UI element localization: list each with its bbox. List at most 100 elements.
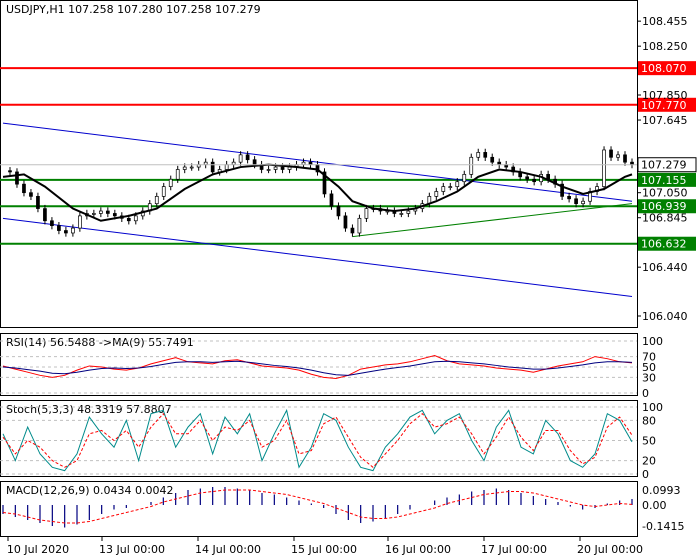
candle-body: [343, 215, 348, 229]
candle-body: [168, 178, 173, 187]
time-tick-label: 13 Jul 00:00: [99, 543, 165, 556]
indicator-tick-label: 50: [642, 361, 656, 374]
candle-body: [336, 205, 341, 217]
macd-panel-header: MACD(12,26,9) 0.0434 0.0042: [6, 484, 174, 497]
candle-body: [50, 220, 54, 227]
candle-body: [78, 215, 82, 229]
macd-tick-label: -0.1415: [642, 520, 684, 533]
price-tick-label: 107.050: [642, 187, 688, 200]
candle-body: [224, 164, 229, 170]
candle-body: [92, 213, 96, 215]
price-tick-label: 106.040: [642, 310, 688, 323]
candle-body: [15, 171, 19, 185]
candle-body: [455, 181, 460, 187]
candle-body: [126, 217, 131, 222]
candle-body: [71, 227, 75, 234]
candle-body: [8, 170, 12, 173]
level-label: 108.070: [641, 62, 687, 75]
candle-body: [469, 156, 474, 175]
level-tag: [638, 172, 696, 187]
candle-body: [273, 166, 278, 170]
candle-body: [364, 208, 369, 219]
candle-body: [154, 196, 159, 205]
indicator-series-line: [2, 408, 633, 472]
indicator-tick-label: 0: [642, 468, 649, 481]
price-panel: [0, 0, 638, 328]
candle-body: [448, 186, 453, 188]
candle-body: [406, 210, 411, 214]
candle-body: [616, 154, 620, 158]
candle-body: [399, 213, 404, 215]
macd-tick-label: 0.00: [642, 499, 667, 512]
candle-body: [525, 176, 530, 180]
indicator-tick-label: 100: [642, 401, 663, 414]
candle-body: [280, 166, 285, 170]
indicator-tick-label: 100: [642, 335, 663, 348]
candle-body: [441, 186, 446, 192]
candle-body: [434, 191, 439, 197]
candle-body: [252, 159, 257, 165]
candle-body: [490, 156, 495, 163]
indicator-tick-label: 50: [642, 435, 656, 448]
candle-body: [112, 213, 117, 217]
candle-body: [133, 215, 138, 222]
candle-body: [602, 149, 606, 187]
level-tag: [638, 236, 696, 251]
time-tick-label: 20 Jul 00:00: [577, 543, 643, 556]
indicator-series-line: [2, 360, 633, 376]
indicator-tick-label: 30: [642, 371, 656, 384]
candle-body: [483, 152, 488, 158]
level-label: 106.632: [641, 238, 687, 251]
candle-body: [574, 198, 578, 205]
macd-tick-label: 0.0993: [642, 484, 681, 497]
candle-body: [189, 166, 194, 169]
candle-body: [623, 154, 627, 163]
indicator-tick-label: 80: [642, 414, 656, 427]
rsi-panel: [0, 333, 638, 396]
level-tag: [638, 61, 696, 76]
candle-body: [105, 210, 110, 214]
price-tick-label: 106.440: [642, 261, 688, 274]
price-panel-header: USDJPY,H1 107.258 107.280 107.258 107.27…: [6, 3, 261, 16]
indicator-tick-label: 20: [642, 455, 656, 468]
candle-body: [350, 227, 355, 234]
price-tick-label: 107.850: [642, 89, 688, 102]
time-tick-label: 14 Jul 00:00: [195, 543, 261, 556]
candle-body: [175, 169, 180, 180]
candle-body: [245, 154, 250, 161]
current-price-label: 107.279: [641, 159, 687, 172]
candle-body: [322, 171, 327, 195]
price-tick-label: 106.845: [642, 212, 688, 225]
indicator-tick-label: 70: [642, 351, 656, 364]
support-line: [352, 203, 633, 238]
indicator-tick-label: 0: [642, 387, 649, 400]
candle-body: [36, 196, 40, 209]
level-label: 107.155: [641, 174, 687, 187]
candle-body: [266, 169, 271, 171]
candle-body: [29, 192, 33, 197]
channel-lower-line: [2, 217, 633, 297]
rsi-panel-header: RSI(14) 56.5488 ->MA(9) 55.7491: [6, 336, 194, 349]
candle-body: [567, 196, 571, 200]
candle-body: [43, 208, 47, 222]
candle-body: [462, 174, 467, 183]
candle-body: [532, 178, 537, 183]
macd-panel: [0, 481, 638, 537]
candle-body: [22, 183, 26, 194]
time-tick-label: 15 Jul 00:00: [291, 543, 357, 556]
candle-body: [182, 166, 187, 170]
price-tick-label: 107.645: [642, 114, 688, 127]
candle-body: [64, 230, 68, 234]
level-label: 106.939: [641, 200, 687, 213]
candle-body: [357, 217, 362, 234]
candle-body: [98, 210, 103, 214]
time-tick-label: 16 Jul 00:00: [385, 543, 451, 556]
candle-body: [581, 200, 585, 205]
time-tick-label: 10 Jul 2020: [7, 543, 69, 556]
moving-average-line: [2, 163, 633, 222]
macd-signal-line: [2, 489, 633, 524]
time-tick-label: 17 Jul 00:00: [481, 543, 547, 556]
candle-body: [476, 152, 481, 158]
level-tag: [638, 199, 696, 214]
